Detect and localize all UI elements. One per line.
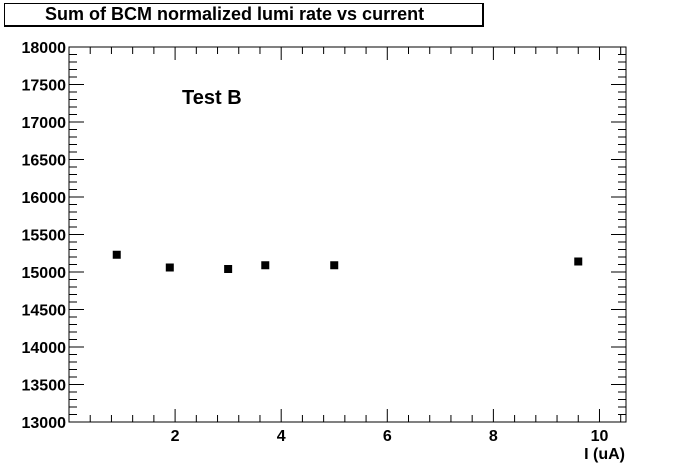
y-tick-label: 18000 <box>22 40 67 57</box>
data-points <box>112 250 583 273</box>
y-tick-label: 15000 <box>22 265 67 282</box>
y-axis: 13000 13500 14000 14500 15000 15500 16000 16500… <box>22 40 626 432</box>
y-tick-label: 14000 <box>22 340 67 357</box>
x-tick-label: 8 <box>489 428 498 445</box>
annotation-label: Test B <box>182 87 242 109</box>
x-tick-label: 10 <box>591 428 609 445</box>
data-point <box>165 263 174 272</box>
x-tick-label: 6 <box>383 428 392 445</box>
data-point <box>330 261 339 270</box>
y-tick-label: 16500 <box>22 153 67 170</box>
y-tick-label: 15500 <box>22 228 67 245</box>
x-tick-label: 4 <box>277 428 286 445</box>
data-point <box>261 261 270 270</box>
x-axis-label: I (uA) <box>584 446 625 463</box>
y-tick-label: 13500 <box>22 378 67 395</box>
y-tick-label: 13000 <box>22 415 67 432</box>
y-tick-label: 16000 <box>22 190 67 207</box>
data-point <box>224 265 233 273</box>
chart-title: Sum of BCM normalized lumi rate vs curre… <box>4 3 484 27</box>
data-point <box>112 250 121 259</box>
x-tick-label: 2 <box>171 428 180 445</box>
x-axis: 2 4 6 8 10 <box>89 47 622 445</box>
plot-frame <box>68 46 627 423</box>
y-tick-label: 17000 <box>22 115 67 132</box>
y-tick-label: 17500 <box>22 78 67 95</box>
y-tick-label: 14500 <box>22 303 67 320</box>
data-point <box>574 257 583 266</box>
